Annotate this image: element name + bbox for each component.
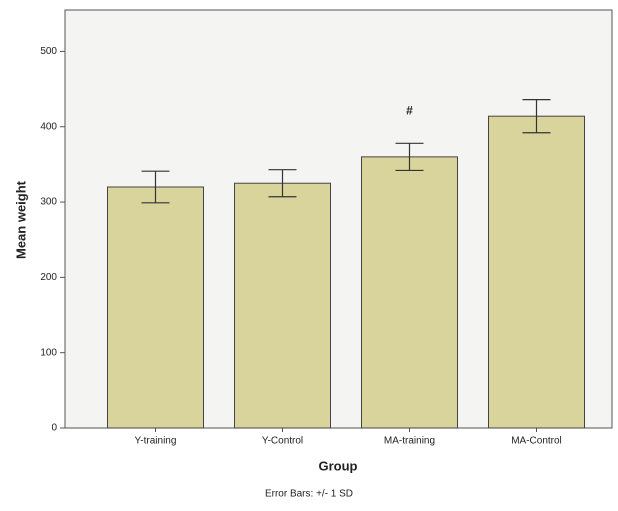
x-tick-label: MA-Control — [511, 436, 562, 447]
y-tick-label: 500 — [40, 46, 57, 57]
error-bar — [268, 169, 297, 198]
x-axis-label: Group — [319, 458, 358, 473]
annotation: # — [406, 103, 413, 117]
footnote: Error Bars: +/- 1 SD — [265, 489, 353, 500]
y-axis-label: Mean weight — [13, 180, 28, 259]
x-tick-label: MA-training — [384, 436, 435, 447]
y-tick-label: 400 — [40, 121, 57, 132]
y-tick-label: 0 — [51, 423, 57, 434]
error-bar — [522, 99, 551, 134]
x-tick-label: Y-training — [135, 436, 177, 447]
y-tick-label: 100 — [40, 347, 57, 358]
bar — [488, 115, 585, 429]
error-bar — [141, 170, 170, 204]
y-tick-label: 200 — [40, 272, 57, 283]
error-bar — [395, 142, 424, 172]
bar — [107, 186, 204, 429]
y-tick-label: 300 — [40, 197, 57, 208]
x-tick-label: Y-Control — [262, 436, 303, 447]
bar — [361, 156, 458, 429]
bar — [234, 182, 331, 429]
